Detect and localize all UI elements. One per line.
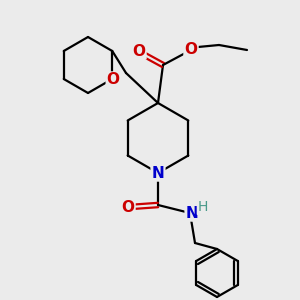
- Text: N: N: [186, 206, 198, 220]
- Text: O: O: [107, 73, 120, 88]
- Text: O: O: [184, 43, 197, 58]
- Text: N: N: [152, 166, 164, 181]
- Text: O: O: [122, 200, 134, 214]
- Text: H: H: [198, 200, 208, 214]
- Text: O: O: [133, 44, 146, 59]
